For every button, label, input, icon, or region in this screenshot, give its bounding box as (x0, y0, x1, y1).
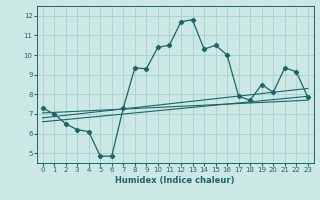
X-axis label: Humidex (Indice chaleur): Humidex (Indice chaleur) (116, 176, 235, 185)
